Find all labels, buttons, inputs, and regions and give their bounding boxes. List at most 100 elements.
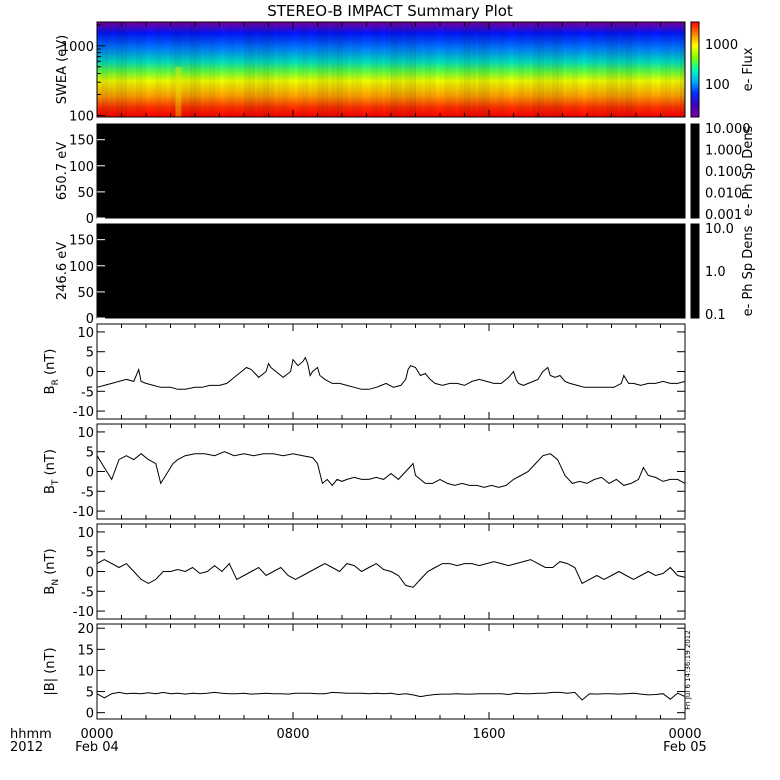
spectrogram-column bbox=[479, 22, 485, 117]
spectrogram-column bbox=[651, 22, 656, 117]
footer-row2-label: 2012 bbox=[10, 740, 43, 755]
spectrogram-column bbox=[185, 22, 191, 117]
panel-frame bbox=[96, 323, 686, 420]
y-tick-label: 50 bbox=[77, 286, 94, 301]
y-tick-label: -10 bbox=[73, 505, 94, 520]
spectrogram-column bbox=[680, 22, 686, 117]
spectrogram-column bbox=[514, 22, 519, 117]
y-tick-label: 5 bbox=[86, 446, 94, 461]
spectrogram-column bbox=[567, 22, 573, 117]
x-tick-label: 1600 bbox=[472, 727, 505, 742]
y-tick-label: -10 bbox=[73, 405, 94, 420]
y-tick-label: 100 bbox=[69, 109, 94, 124]
panel-4: -10 -5 0 5 10 BR (nT) bbox=[43, 323, 686, 420]
spectrogram-column bbox=[616, 22, 622, 117]
spectrogram-column bbox=[136, 22, 142, 117]
spectrogram-column bbox=[204, 22, 211, 117]
spectrogram-column bbox=[371, 22, 377, 117]
spectrogram-column bbox=[656, 22, 661, 117]
spectrogram-column bbox=[190, 22, 196, 117]
y-tick-label: 100 bbox=[69, 260, 94, 275]
spectrogram-column bbox=[386, 22, 392, 117]
spectrogram-column bbox=[327, 22, 333, 117]
spectrogram-column bbox=[308, 22, 313, 117]
spectrogram-column bbox=[533, 22, 539, 117]
spectrogram-column bbox=[444, 22, 451, 117]
spectrogram-column bbox=[199, 22, 206, 117]
y-tick-label: -5 bbox=[81, 585, 94, 600]
spectrogram-column bbox=[215, 22, 220, 117]
spectrogram-column bbox=[455, 22, 460, 117]
spectrogram-column bbox=[170, 22, 176, 117]
spectrogram-column bbox=[126, 22, 132, 117]
y-axis-label: |B| (nT) bbox=[43, 647, 58, 695]
colorbar-tick-label: 10.000 bbox=[705, 122, 751, 137]
y-tick-label: 10 bbox=[77, 664, 94, 679]
y-tick-label: 20 bbox=[77, 622, 94, 637]
y-tick-label: 150 bbox=[69, 134, 94, 149]
y-axis-label: SWEA (eV) bbox=[55, 35, 70, 104]
y-axis-label: 650.7 eV bbox=[55, 142, 70, 200]
y-tick-label: 0 bbox=[86, 312, 94, 327]
spectrogram-column bbox=[273, 22, 278, 117]
spectrogram-column bbox=[362, 22, 367, 117]
y-tick-label: -5 bbox=[81, 385, 94, 400]
spectrogram-column bbox=[538, 22, 544, 117]
spectrogram-feature bbox=[175, 67, 182, 117]
spectrogram-column bbox=[97, 22, 103, 117]
spectrogram-column bbox=[337, 22, 343, 117]
y-axis-label: 246.6 eV bbox=[55, 242, 70, 300]
spectrogram-column bbox=[141, 22, 147, 117]
spectrogram-column bbox=[166, 22, 171, 117]
spectrogram-column bbox=[563, 22, 568, 117]
spectrogram-column bbox=[494, 22, 499, 117]
spectrogram-column bbox=[474, 22, 480, 117]
x-tick-label: 0000 bbox=[80, 727, 113, 742]
spectrogram-column bbox=[597, 22, 602, 117]
spectrogram-column bbox=[351, 22, 358, 117]
y-tick-label: 0 bbox=[86, 466, 94, 481]
timestamp-note: Fri Jul 6 14:36:19 2012 bbox=[684, 630, 692, 709]
spectrogram-column bbox=[376, 22, 382, 117]
spectrogram-column bbox=[224, 22, 229, 117]
spectrogram-column bbox=[611, 22, 617, 117]
spectrogram-column bbox=[523, 22, 529, 117]
spectrogram-column bbox=[645, 22, 652, 117]
colorbar-label: e- Ph Sp Dens bbox=[741, 125, 756, 216]
x-tick-date: Feb 05 bbox=[663, 740, 707, 755]
spectrogram-column bbox=[469, 22, 475, 117]
spectrogram-column bbox=[302, 22, 309, 117]
spectrogram-column bbox=[503, 22, 510, 117]
series-line bbox=[96, 691, 686, 701]
colorbar-tick-label: 0.001 bbox=[705, 208, 742, 223]
colorbar bbox=[690, 21, 700, 118]
spectrogram-column bbox=[430, 22, 436, 117]
y-tick-label: 1000 bbox=[61, 40, 94, 55]
panel-frame bbox=[96, 423, 686, 520]
y-tick-label: -10 bbox=[73, 605, 94, 620]
colorbar-tick-label: 0.100 bbox=[705, 165, 742, 180]
spectrogram-column bbox=[356, 22, 363, 117]
spectrogram-column bbox=[547, 22, 554, 117]
spectrogram-column bbox=[665, 22, 671, 117]
phase-space-density-panel bbox=[97, 224, 685, 318]
spectrogram-column bbox=[347, 22, 352, 117]
spectrogram-column bbox=[248, 22, 255, 117]
spectrogram-column bbox=[631, 22, 637, 117]
x-tick-date: Feb 04 bbox=[75, 740, 119, 755]
spectrogram-column bbox=[489, 22, 495, 117]
spectrogram-column bbox=[670, 22, 675, 117]
spectrogram-column bbox=[263, 22, 269, 117]
y-axis-label: BN (nT) bbox=[43, 548, 61, 594]
y-axis-label: BR (nT) bbox=[43, 349, 61, 395]
spectrogram-column bbox=[552, 22, 559, 117]
spectrogram-column bbox=[322, 22, 328, 117]
y-tick-label: 5 bbox=[86, 346, 94, 361]
spectrogram-column bbox=[155, 22, 162, 117]
spectrogram-column bbox=[121, 22, 127, 117]
x-tick-label: 0800 bbox=[276, 727, 309, 742]
spectrogram-column bbox=[332, 22, 338, 117]
colorbar-tick-label: 0.010 bbox=[705, 187, 742, 202]
